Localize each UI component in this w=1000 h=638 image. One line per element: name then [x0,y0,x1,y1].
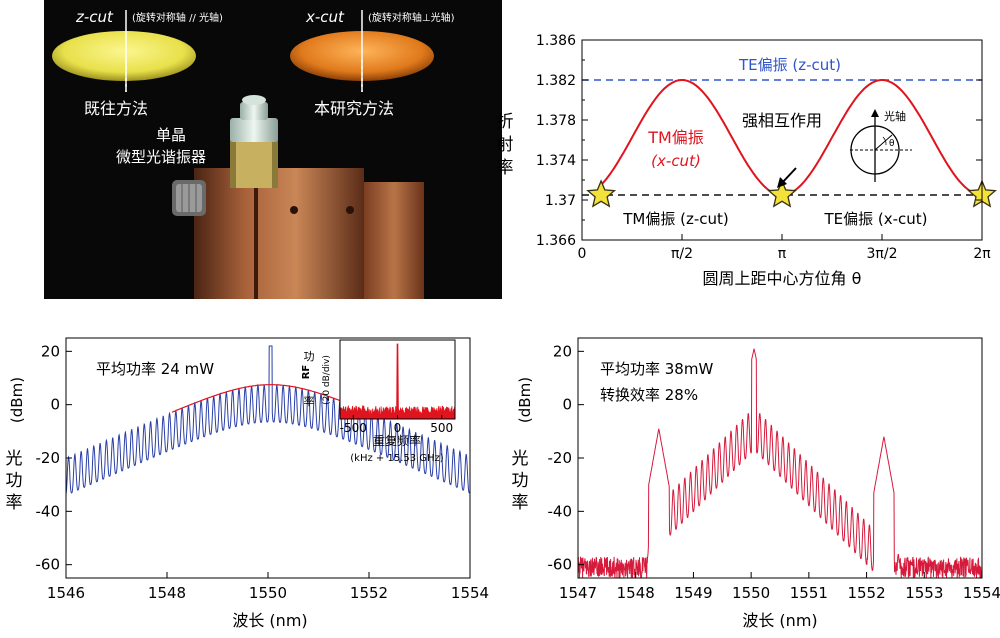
c1-ylabel-char-3: 率 [497,158,514,178]
c2-ylabel-char-3: 率 [6,493,23,513]
c1-ylabel-char-1: 折 [497,112,514,132]
c2-xtick-label: 1552 [350,584,388,602]
c1-te-x-label: TE偏振 (x-cut) [823,210,927,228]
c1-ytick-label: 1.37 [545,193,576,209]
c1-ylabel-char-2: 射 [497,135,514,155]
left-caption: 既往方法 [84,99,148,118]
c1-xtick-label: π [778,246,787,262]
c3-efficiency-annotation: 转换效率 28% [600,386,698,404]
c2-xtick-label: 1550 [249,584,287,602]
c3-ytick-label: 20 [553,342,572,360]
c3-xtick-label: 1547 [559,584,597,602]
c3-ylabel-unit: (dBm) [516,377,534,423]
c3-ytick-label: 0 [562,396,572,414]
c1-xtick-label: 2π [973,246,991,262]
c1-xtick-label: 0 [578,246,587,262]
c1-theta-label: θ [889,139,895,149]
inset-ylabel-unit: (20 dB/div) [322,355,332,405]
c1-star-marker [586,179,617,208]
c1-xtick-label: π/2 [671,246,693,262]
inset-xtick-label: 500 [430,421,453,435]
c2-ytick-label: -20 [36,449,61,467]
c1-xlabel: 圆周上距中心方位角 θ [703,269,862,288]
c3-xtick-label: 1550 [732,584,770,602]
c1-ytick-label: 1.366 [536,233,576,249]
c2-xlabel: 波长 (nm) [232,611,307,630]
c3-xtick-label: 1548 [617,584,655,602]
resonator-line2: 微型光谐振器 [116,148,206,166]
c3-xtick-label: 1549 [674,584,712,602]
xcut-label: x-cut [305,8,345,26]
c1-optic-axis-label: 光轴 [884,109,906,123]
c1-te-z-label: TE偏振 (z-cut) [738,56,841,74]
spectrum-chart-24mw: 20 0 -20 -40 -60 1546 1548 1550 1552 1554 (dBm) 光… [6,337,489,630]
strong-arrowhead [777,177,787,188]
xcut-note: (旋转对称轴⊥光轴) [368,11,455,24]
inset-rf-trace [339,343,456,420]
c2-ytick-label: 0 [50,396,60,414]
c3-spectrum-line [577,348,983,579]
zcut-disk [52,10,196,92]
c2-xtick-label: 1548 [148,584,186,602]
c1-strong-label: 强相互作用 [742,111,822,130]
refractive-index-chart: 1.366 1.37 1.374 1.378 1.382 1.386 0 π/2 π 3π/2 2π… [497,33,997,288]
c2-ytick-label: 20 [41,342,60,360]
c3-ylabel-char-2: 功 [512,471,529,491]
rf-inset: -500 0 500 RF 功 率 (20 dB/div) 重复频率 (kHz + … [301,339,456,464]
c3-ytick-label: -20 [548,449,573,467]
c2-xtick-label: 1546 [47,584,85,602]
c1-ytick-label: 1.386 [536,33,576,49]
c2-ylabel-char-2: 功 [6,471,23,491]
spectrum-chart-38mw: 20 0 -20 -40 -60 1547 1548 1549 1550 1551 1552 1553… [512,337,1000,630]
xcut-disk [290,10,434,92]
c2-ytick-label: -60 [36,556,61,574]
c3-ylabel-char-1: 光 [512,449,529,469]
zcut-label: z-cut [75,8,114,26]
inset-xlabel-line2: (kHz + 15.53 GHz) [350,453,444,464]
inset-xlabel-line1: 重复频率 [373,433,421,448]
inset-ylabel-rf: RF [301,365,312,380]
c1-xtick-label: 3π/2 [867,246,898,262]
c1-ytick-label: 1.378 [536,113,576,129]
c2-ylabel-char-1: 光 [6,449,23,469]
c3-ytick-label: -40 [548,502,573,520]
c1-ytick-label: 1.374 [536,153,576,169]
c3-xtick-label: 1551 [790,584,828,602]
c3-xtick-label: 1553 [905,584,943,602]
c1-tm-x-line1: TM偏振 [647,128,704,147]
inset-ylabel-gong: 功 [304,350,315,363]
c1-star-marker [767,179,797,208]
inset-ylabel-lv: 率 [304,394,315,408]
c1-tm-x-line2: (x-cut) [651,152,701,170]
c3-xtick-label: 1552 [847,584,885,602]
resonator-photo: z-cut (旋转对称轴 // 光轴) x-cut (旋转对称轴⊥光轴) 既往方… [44,0,502,299]
c3-xtick-label: 1554 [963,584,1000,602]
c3-xlabel: 波长 (nm) [742,611,817,630]
inset-xtick-label: -500 [340,421,367,435]
c3-power-annotation: 平均功率 38mW [600,360,713,378]
c3-ytick-label: -60 [548,556,573,574]
c2-power-annotation: 平均功率 24 mW [96,360,214,378]
right-caption: 本研究方法 [314,99,394,118]
inset-xtick-label: 0 [394,421,402,435]
axis-diagram [850,109,912,182]
resonator-post [230,95,278,188]
c2-ylabel-unit: (dBm) [8,377,26,423]
zcut-note: (旋转对称轴 // 光轴) [132,11,223,24]
resonator-line1: 单晶 [156,126,186,144]
c2-spectrum-line [65,345,471,495]
c1-ytick-label: 1.382 [536,73,576,89]
copper-mount [172,168,424,299]
c2-xtick-label: 1554 [451,584,489,602]
c2-ytick-label: -40 [36,502,61,520]
c3-ylabel-char-3: 率 [512,493,529,513]
c1-tm-z-label: TM偏振 (z-cut) [622,210,729,228]
